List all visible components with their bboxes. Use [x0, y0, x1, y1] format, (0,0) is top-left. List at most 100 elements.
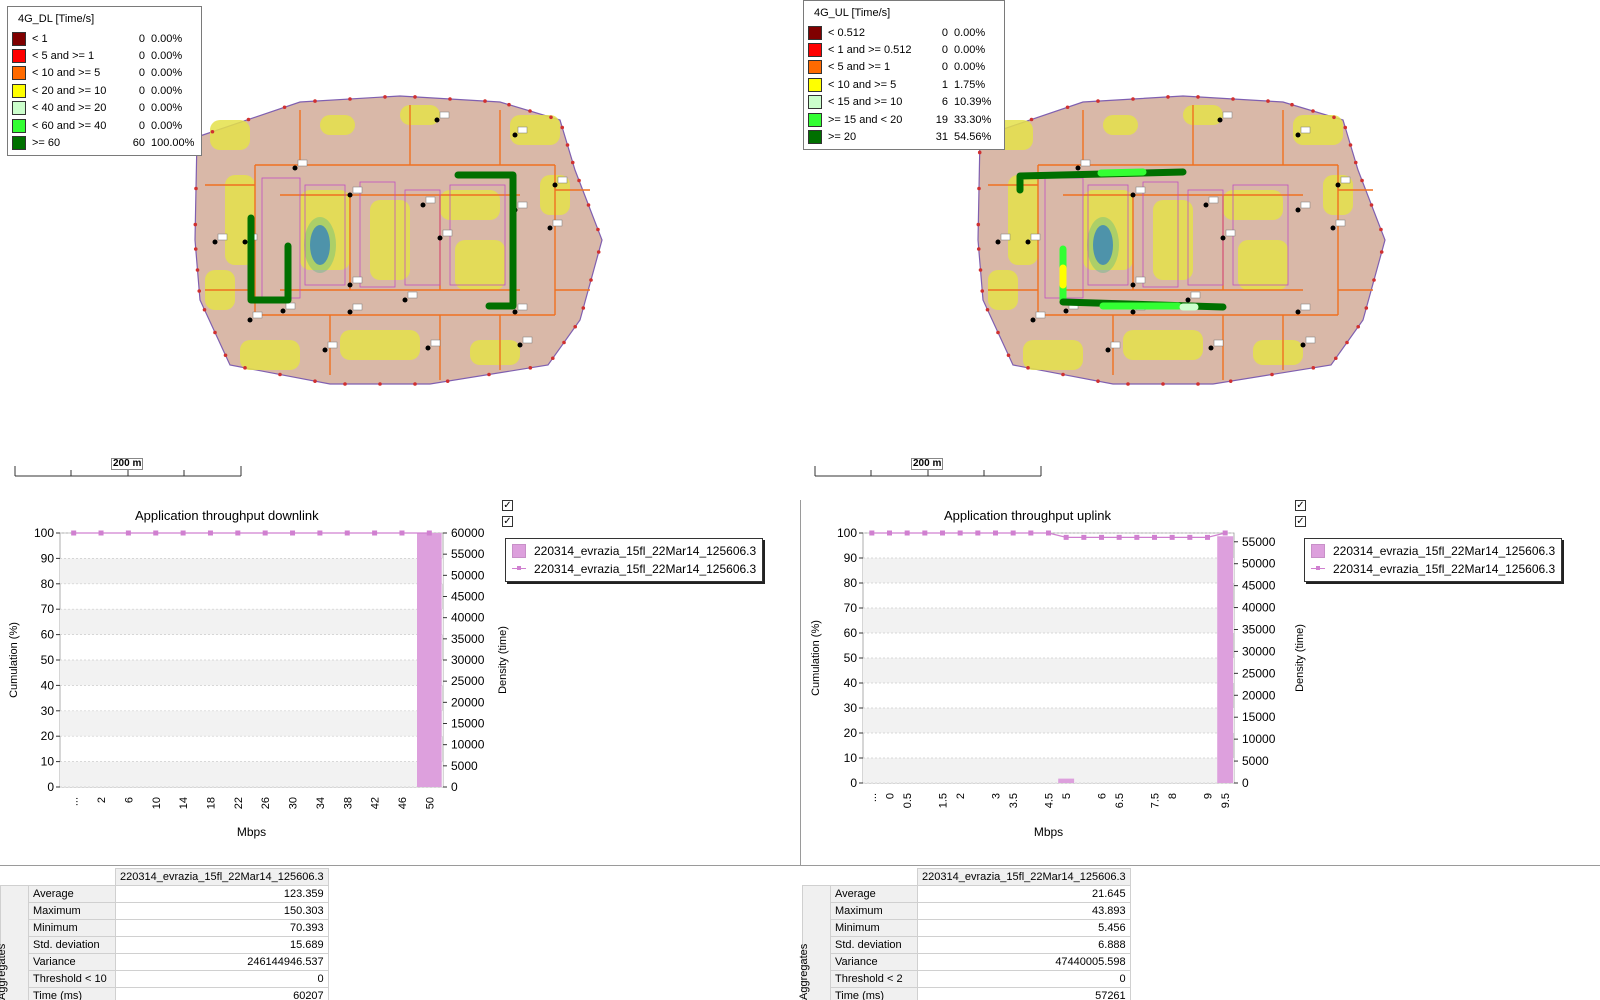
row-name: Maximum — [830, 902, 918, 920]
legend-row[interactable]: < 1 0 0.00% — [12, 30, 197, 47]
cumulation-point — [993, 530, 998, 536]
y-left-tick-label: 90 — [844, 551, 858, 565]
map-legend[interactable]: 4G_UL [Time/s] < 0.512 0 0.00% < 1 and >= 0… — [803, 0, 1005, 150]
series-checkbox-line[interactable]: ✓ — [1295, 516, 1306, 527]
antenna-tag — [1135, 276, 1146, 284]
series-legend[interactable]: 220314_evrazia_15fl_22Mar14_125606.3 220… — [1304, 538, 1563, 582]
aggregates-table[interactable]: 220314_evrazia_15fl_22Mar14_125606.3 Aggr… — [798, 868, 1131, 1000]
legend-row[interactable]: < 0.512 0 0.00% — [808, 24, 1000, 41]
legend-entry-line[interactable]: 220314_evrazia_15fl_22Mar14_125606.3 — [1311, 560, 1555, 578]
y-right-tick-label: 10000 — [451, 738, 485, 752]
antenna-marker — [1105, 347, 1111, 353]
table-row[interactable]: Maximum 150.303 — [1, 902, 329, 920]
perimeter-dot — [343, 382, 347, 386]
table-row[interactable]: Threshold < 10 0 — [1, 970, 329, 988]
table-row[interactable]: Aggregates Average 21.645 — [798, 885, 1131, 1000]
legend-percent: 0.00% — [151, 84, 183, 97]
chart-panel-uplink[interactable]: 0 10 20 30 40 50 60 70 80 90 100 0 5000 10000 15000 200… — [800, 500, 1600, 865]
legend-row[interactable]: < 5 and >= 1 0 0.00% — [12, 47, 197, 64]
series-checkbox-line[interactable]: ✓ — [502, 516, 513, 527]
table-row[interactable]: Maximum 43.893 — [803, 902, 1131, 920]
legend-entry-bar[interactable]: 220314_evrazia_15fl_22Mar14_125606.3 — [1311, 542, 1555, 560]
perimeter-dot — [507, 102, 511, 107]
map-panel-uplink[interactable]: 4G_UL [Time/s] < 0.512 0 0.00% < 1 and >= 0… — [800, 0, 1600, 500]
legend-label: < 5 and >= 1 — [828, 61, 891, 74]
floorplan-shape — [193, 95, 603, 386]
legend-entry-label: 220314_evrazia_15fl_22Mar14_125606.3 — [534, 544, 757, 558]
table-row[interactable]: Variance 47440005.598 — [803, 953, 1131, 971]
floorplan-map[interactable] — [800, 0, 1600, 500]
perimeter-dot — [1364, 306, 1369, 310]
throughput-chart[interactable]: 0102030405060708090100050001000015000200… — [0, 500, 800, 865]
legend-row[interactable]: < 40 and >= 20 0 0.00% — [12, 100, 197, 117]
legend-label: < 1 — [32, 32, 48, 45]
legend-row[interactable]: < 20 and >= 10 0 0.00% — [12, 82, 197, 99]
perimeter-dot — [213, 330, 217, 335]
perimeter-dot — [570, 160, 575, 165]
row-value: 21.645 — [917, 885, 1131, 903]
antenna-marker — [517, 342, 523, 348]
cumulation-point — [1028, 530, 1034, 536]
row-name: Minimum — [830, 919, 918, 937]
legend-row[interactable]: < 15 and >= 10 6 10.39% — [808, 94, 1000, 111]
series-checkbox-bar[interactable]: ✓ — [1295, 500, 1306, 511]
aggregates-table[interactable]: 220314_evrazia_15fl_22Mar14_125606.3 Aggr… — [0, 868, 329, 1000]
legend-row[interactable]: < 60 and >= 40 0 0.00% — [12, 117, 197, 134]
perimeter-dot — [976, 222, 981, 227]
y-right-tick-label: 35000 — [451, 632, 485, 646]
legend-row[interactable]: < 10 and >= 5 1 1.75% — [808, 76, 1000, 93]
legend-row[interactable]: >= 15 and < 20 19 33.30% — [808, 111, 1000, 128]
row-name: Time (ms) — [830, 987, 918, 1000]
row-value: 57261 — [917, 987, 1131, 1000]
table-row[interactable]: Minimum 5.456 — [803, 919, 1131, 937]
antenna-marker — [434, 117, 440, 123]
series-legend[interactable]: 220314_evrazia_15fl_22Mar14_125606.3 220… — [505, 538, 764, 582]
x-axis-label: Mbps — [1034, 825, 1063, 839]
perimeter-dot — [586, 203, 591, 207]
floorplan-map[interactable] — [0, 0, 800, 500]
legend-row[interactable]: >= 20 31 54.56% — [808, 128, 1000, 145]
y-right-tick-label: 55000 — [451, 547, 485, 561]
legend-entry-line[interactable]: 220314_evrazia_15fl_22Mar14_125606.3 — [512, 560, 756, 578]
table-row[interactable]: Minimum 70.393 — [1, 919, 329, 937]
series-checkbox-bar[interactable]: ✓ — [502, 500, 513, 511]
legend-count: 0 — [138, 50, 145, 63]
antenna-tag — [1300, 303, 1311, 311]
y-right-tick-label: 45000 — [451, 590, 485, 604]
chart-panel-downlink[interactable]: 0 10 20 30 40 50 60 70 80 90 100 0 5000 10000 15000 200… — [0, 500, 800, 865]
map-panel-downlink[interactable]: 4G_DL [Time/s] < 1 0 0.00% < 5 and >= 1 0 0.0… — [0, 0, 800, 500]
legend-percent: 0.00% — [151, 102, 183, 115]
throughput-chart[interactable]: 0102030405060708090100050001000015000200… — [801, 500, 1600, 865]
legend-row[interactable]: < 5 and >= 1 0 0.00% — [808, 59, 1000, 76]
x-tick-label: 6 — [123, 797, 135, 803]
measurement-route — [247, 171, 517, 310]
legend-entry-label: 220314_evrazia_15fl_22Mar14_125606.3 — [1333, 562, 1556, 576]
table-row[interactable]: Std. deviation 15.689 — [1, 936, 329, 954]
legend-row[interactable]: < 1 and >= 0.512 0 0.00% — [808, 41, 1000, 58]
table-row[interactable]: Aggregates Average 123.359 — [0, 885, 329, 1000]
room-outline — [1142, 181, 1179, 288]
table-row[interactable]: Time (ms) 60207 — [1, 987, 329, 1000]
antenna-tag — [517, 126, 528, 134]
legend-row[interactable]: >= 60 60 100.00% — [12, 134, 197, 151]
map-legend[interactable]: 4G_DL [Time/s] < 1 0 0.00% < 5 and >= 1 0 0.0… — [7, 6, 202, 156]
column-header[interactable]: 220314_evrazia_15fl_22Mar14_125606.3 — [115, 868, 329, 886]
perimeter-dot — [282, 105, 287, 110]
cumulation-point — [1046, 530, 1051, 536]
antenna-marker — [1030, 317, 1036, 323]
color-swatch-icon — [12, 101, 26, 116]
y-right-tick-label: 40000 — [1242, 601, 1276, 615]
cumulation-point — [426, 530, 432, 536]
legend-entry-bar[interactable]: 220314_evrazia_15fl_22Mar14_125606.3 — [512, 542, 756, 560]
antenna-marker — [1075, 165, 1081, 171]
y-left-tick-label: 60 — [41, 628, 55, 642]
table-row[interactable]: Time (ms) 57261 — [803, 987, 1131, 1000]
y-right-tick-label: 25000 — [1242, 666, 1276, 680]
column-header[interactable]: 220314_evrazia_15fl_22Mar14_125606.3 — [917, 868, 1131, 886]
legend-row[interactable]: < 10 and >= 5 0 0.00% — [12, 65, 197, 82]
aggregates-side-label: Aggregates — [0, 943, 8, 1000]
table-row[interactable]: Std. deviation 6.888 — [803, 936, 1131, 954]
perimeter-dot — [383, 95, 387, 99]
table-row[interactable]: Variance 246144946.537 — [1, 953, 329, 971]
